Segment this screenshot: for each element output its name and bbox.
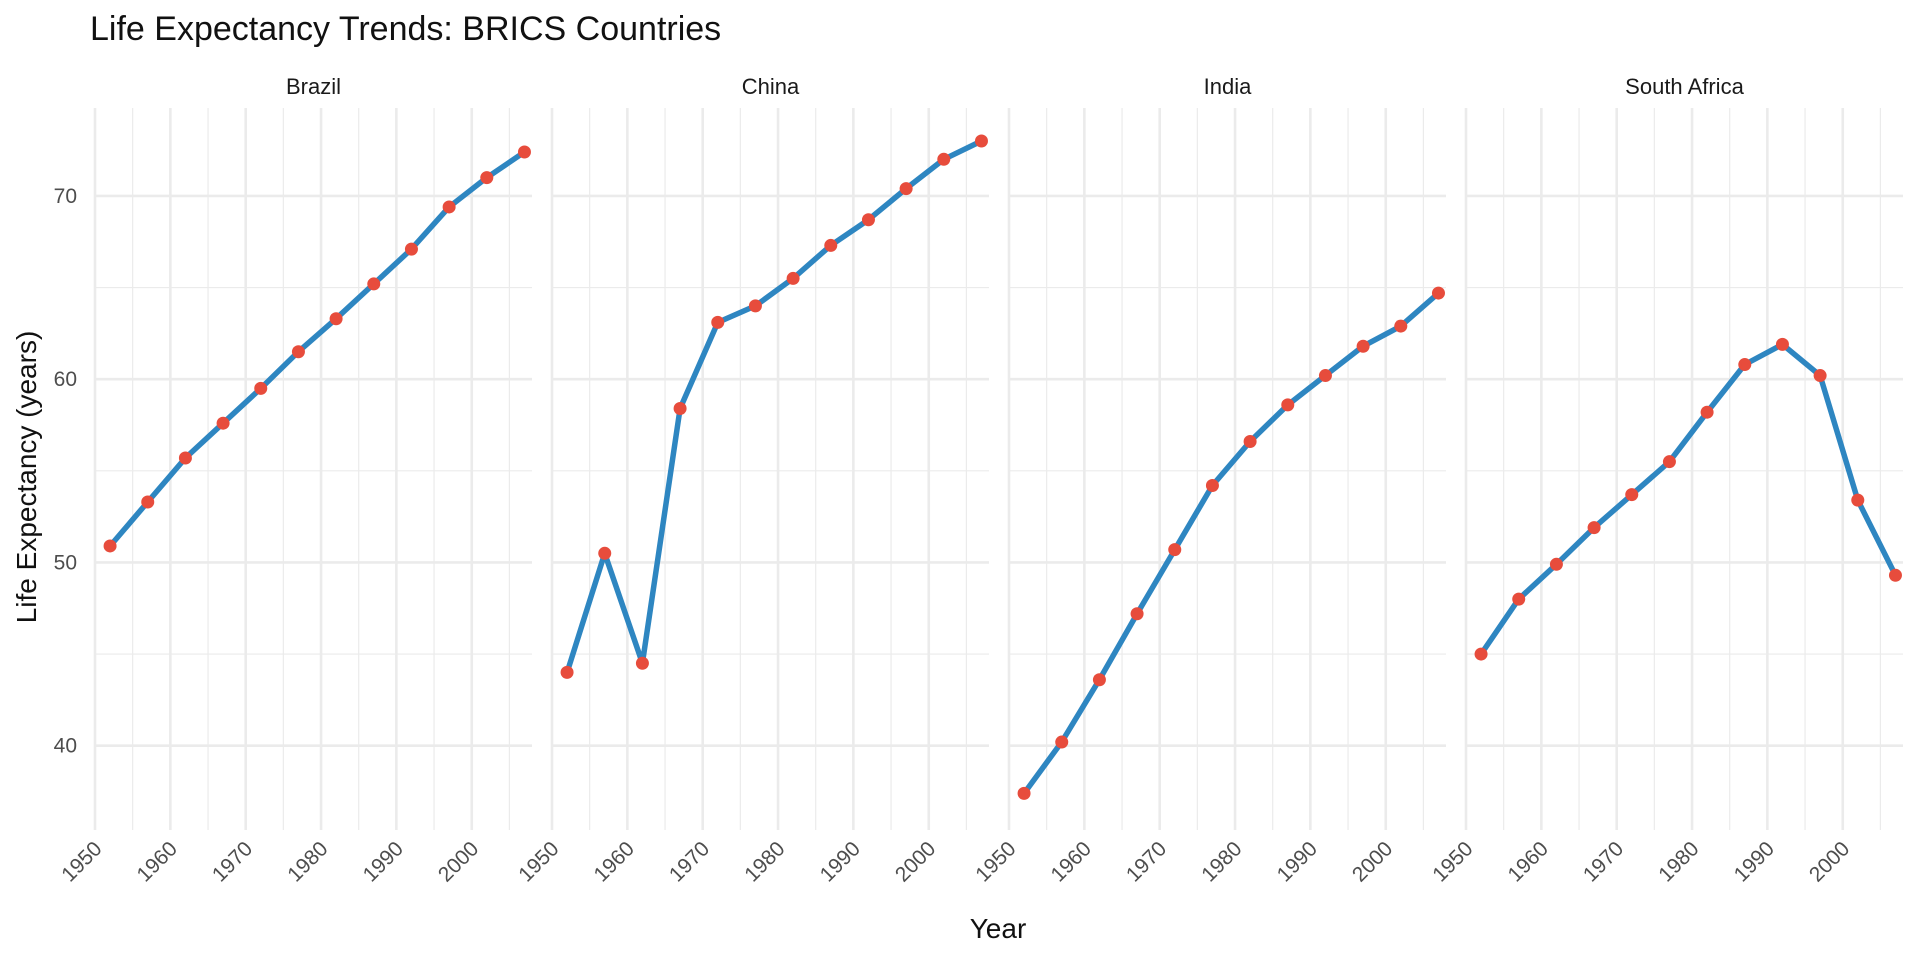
data-point <box>1205 478 1219 492</box>
data-point <box>1851 493 1865 507</box>
y-tick-label: 50 <box>54 551 77 574</box>
data-point <box>1092 673 1106 687</box>
data-point <box>1431 286 1445 300</box>
data-point <box>1625 488 1639 502</box>
data-point <box>1474 647 1488 661</box>
facet-strip-label: Brazil <box>286 74 341 99</box>
x-tick-label: 1990 <box>1273 837 1322 886</box>
data-point <box>141 495 155 509</box>
x-tick-label: 1990 <box>359 837 408 886</box>
x-tick-label: 1960 <box>1047 837 1096 886</box>
data-point <box>1888 568 1902 582</box>
x-tick-label: 2000 <box>434 837 483 886</box>
data-point <box>1356 339 1370 353</box>
data-point <box>480 171 494 185</box>
x-tick-label: 2000 <box>1348 837 1397 886</box>
facet-panel: India 1950 1960 1970 1980 1990 2000 <box>971 74 1446 887</box>
data-point <box>1281 398 1295 412</box>
x-tick-label: 1950 <box>57 837 106 886</box>
series-line <box>564 138 985 676</box>
x-tick-label: 1970 <box>1122 837 1171 886</box>
x-tick-label: 1980 <box>740 837 789 886</box>
data-point <box>1738 358 1752 372</box>
data-point <box>517 145 531 159</box>
series-line <box>1021 290 1442 797</box>
x-tick-label: 1980 <box>283 837 332 886</box>
x-tick-label: 1970 <box>665 837 714 886</box>
data-point <box>103 539 117 553</box>
data-point <box>329 312 343 326</box>
data-point <box>711 315 725 329</box>
y-axis-title: Life Expectancy (years) <box>11 331 42 624</box>
facet-panel: China 1950 1960 1970 1980 1990 2000 <box>514 74 989 887</box>
x-tick-label: 1950 <box>1428 837 1477 886</box>
data-point <box>1549 557 1563 571</box>
data-point <box>1017 786 1031 800</box>
y-tick-label: 40 <box>54 735 77 758</box>
x-tick-label: 1970 <box>1579 837 1628 886</box>
facet-strip-label: South Africa <box>1625 74 1744 99</box>
data-point <box>254 381 268 395</box>
series-line <box>1478 341 1899 657</box>
data-point <box>291 345 305 359</box>
data-point <box>1168 543 1182 557</box>
x-axis-title: Year <box>970 913 1027 944</box>
x-tick-label: 1990 <box>816 837 865 886</box>
data-point <box>824 238 838 252</box>
data-point <box>1700 405 1714 419</box>
data-point <box>1130 607 1144 621</box>
x-tick-label: 1980 <box>1197 837 1246 886</box>
x-tick-label: 1960 <box>133 837 182 886</box>
x-tick-label: 1970 <box>208 837 257 886</box>
y-tick-label: 60 <box>54 368 77 391</box>
chart-title: Life Expectancy Trends: BRICS Countries <box>90 10 721 48</box>
data-point <box>937 152 951 166</box>
data-point <box>1055 735 1069 749</box>
data-point <box>673 402 687 416</box>
data-point <box>1243 435 1257 449</box>
x-tick-label: 1960 <box>590 837 639 886</box>
data-point <box>1394 319 1408 333</box>
x-tick-label: 1980 <box>1654 837 1703 886</box>
x-tick-label: 1950 <box>514 837 563 886</box>
data-point <box>974 134 988 148</box>
data-point <box>861 213 875 227</box>
data-point <box>216 416 230 430</box>
data-point <box>635 656 649 670</box>
y-tick-label: 70 <box>54 185 77 208</box>
data-point <box>178 451 192 465</box>
series-line <box>107 149 528 549</box>
x-tick-label: 1960 <box>1504 837 1553 886</box>
x-tick-label: 1950 <box>971 837 1020 886</box>
facet-strip-label: China <box>742 74 800 99</box>
data-point <box>442 200 456 214</box>
x-tick-label: 2000 <box>1805 837 1854 886</box>
facet-panel: Brazil 1950 1960 1970 1980 1990 2000 <box>57 74 532 887</box>
data-point <box>1318 369 1332 383</box>
data-point <box>786 271 800 285</box>
data-point <box>1662 455 1676 469</box>
data-point <box>1813 369 1827 383</box>
data-point <box>1587 521 1601 535</box>
data-point <box>1775 337 1789 351</box>
data-point <box>598 546 612 560</box>
data-point <box>367 277 381 291</box>
facet-panels: Brazil 1950 1960 1970 1980 1990 2000 China 1950 1… <box>57 74 1903 887</box>
y-axis-ticks: 40 50 60 70 <box>54 185 77 758</box>
data-point <box>560 665 574 679</box>
data-point <box>404 242 418 256</box>
facet-strip-label: India <box>1204 74 1252 99</box>
x-tick-label: 2000 <box>891 837 940 886</box>
data-point <box>748 299 762 313</box>
x-tick-label: 1990 <box>1730 837 1779 886</box>
data-point <box>1512 592 1526 606</box>
facet-panel: South Africa 1950 1960 1970 1980 1990 2000 <box>1428 74 1903 887</box>
data-point <box>899 182 913 196</box>
